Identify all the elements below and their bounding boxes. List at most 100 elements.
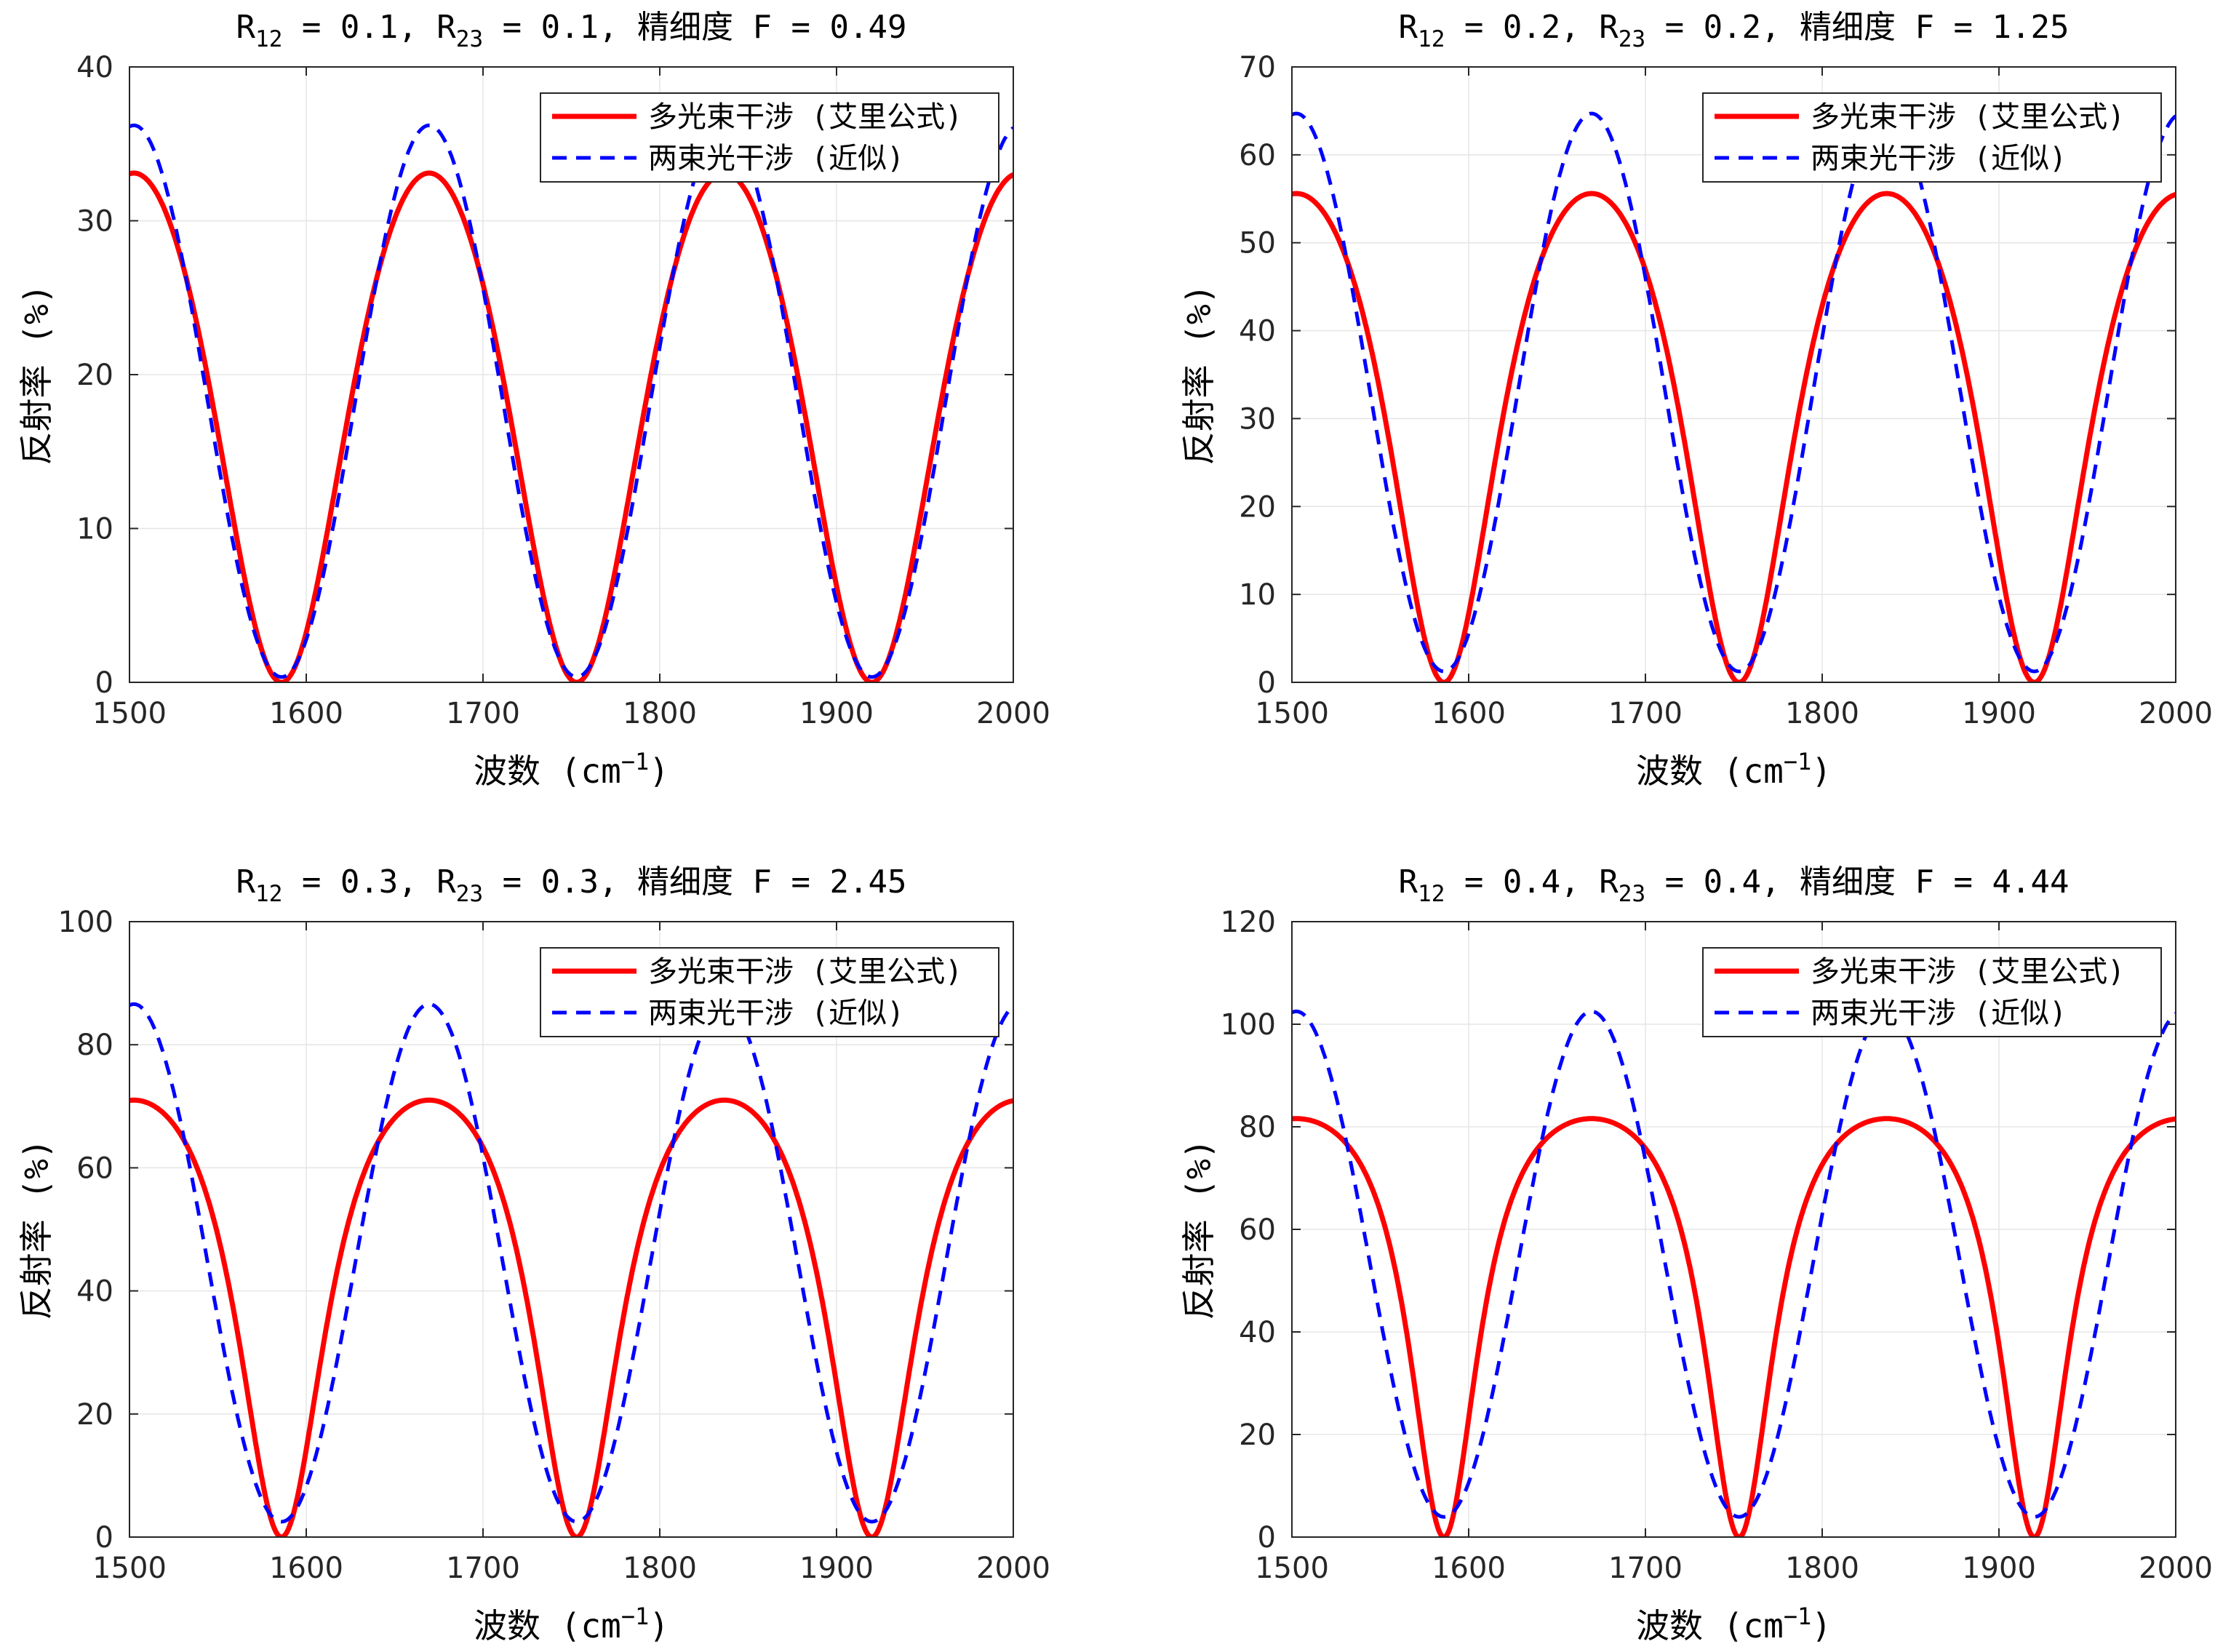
legend-entry-label: 两束光干涉 (近似)	[648, 142, 904, 175]
chart-panel-1: 1500 1600 1700 1800 1900 2000010203040R12 = 0…	[17, 9, 1050, 791]
y-axis-label: 反射率 (%)	[1179, 1139, 1218, 1320]
y-tick-label: 60	[1239, 1213, 1276, 1247]
y-tick-label: 10	[76, 513, 113, 546]
title-subscript: 23	[1619, 881, 1645, 907]
legend: 多光束干涉 (艾里公式) 两束光干涉 (近似)	[540, 93, 999, 182]
legend-entry-label: 多光束干涉 (艾里公式)	[1811, 955, 2125, 989]
chart-panel-2: 1500 1600 1700 1800 1900 2000 0 10 20 30 40 50 60 70 R…	[1179, 9, 2213, 791]
title-subscript: 23	[456, 26, 483, 52]
y-tick-label: 40	[76, 1275, 113, 1309]
title-part: = 0.1, R	[282, 9, 456, 46]
x-tick-label: 1500	[1255, 1552, 1329, 1585]
x-label-main: 波数 (cm	[474, 751, 621, 791]
legend-entry-label: 多光束干涉 (艾里公式)	[648, 100, 962, 134]
x-tick-label: 2000	[2139, 697, 2213, 730]
y-tick-label: 20	[76, 359, 113, 392]
x-axis-label: 波数 (cm−1)	[1636, 1603, 1832, 1645]
y-tick-label: 100	[1221, 1008, 1276, 1042]
legend-entry-label: 两束光干涉 (近似)	[1811, 997, 2067, 1030]
title-part: = 0.2, R	[1445, 9, 1619, 46]
title-subscript: 23	[456, 881, 483, 907]
x-tick-label: 1800	[623, 1552, 697, 1585]
y-tick-label: 0	[1258, 1521, 1276, 1555]
y-tick-label: 20	[1239, 490, 1276, 524]
x-tick-label: 1800	[1785, 697, 1859, 730]
x-tick-label: 1600	[1432, 1552, 1506, 1585]
figure: 1500 1600 1700 1800 1900 2000010203040R12 = 0…	[0, 0, 2215, 1652]
legend-entry-label: 多光束干涉 (艾里公式)	[1811, 100, 2125, 134]
y-tick-label: 0	[1258, 666, 1276, 700]
y-axis-label: 反射率 (%)	[17, 1139, 56, 1320]
x-tick-label: 2000	[2139, 1552, 2213, 1585]
title-subscript: 12	[1418, 26, 1445, 52]
title-part: = 0.2, 精细度 F = 1.25	[1645, 9, 2069, 46]
title-part: = 0.4, 精细度 F = 4.44	[1645, 863, 2069, 901]
chart-panel-3: 1500 1600 1700 1800 1900 2000 0 20 40 60 80 100 R12 …	[17, 863, 1050, 1645]
chart-title: R12 = 0.1, R23 = 0.1, 精细度 F = 0.49	[236, 9, 907, 52]
x-label-main: 波数 (cm	[1636, 1606, 1784, 1645]
x-tick-label: 1900	[799, 1552, 874, 1585]
x-axis-label: 波数 (cm−1)	[474, 748, 669, 791]
x-tick-label: 1700	[1608, 1552, 1683, 1585]
x-label-end: )	[649, 751, 669, 791]
y-tick-label: 30	[76, 205, 113, 239]
x-tick-label: 1900	[799, 697, 874, 730]
title-part: R	[1399, 9, 1418, 46]
y-tick-label: 40	[1239, 1316, 1276, 1349]
x-tick-label: 1700	[446, 1552, 520, 1585]
title-part: = 0.4, R	[1445, 863, 1619, 901]
title-subscript: 12	[255, 881, 282, 907]
y-tick-label: 0	[95, 1521, 113, 1555]
title-subscript: 23	[1619, 26, 1645, 52]
y-tick-label: 100	[58, 906, 113, 939]
y-tick-label: 20	[76, 1398, 113, 1432]
y-tick-label: 70	[1239, 51, 1276, 84]
x-tick-label: 1600	[269, 697, 343, 730]
y-tick-label: 40	[1239, 315, 1276, 348]
legend-entry-label: 两束光干涉 (近似)	[648, 997, 904, 1030]
y-tick-label: 60	[76, 1152, 113, 1185]
x-tick-label: 2000	[976, 697, 1050, 730]
x-label-end: )	[1811, 751, 1832, 791]
x-label-superscript: −1	[621, 748, 650, 775]
x-tick-label: 1600	[1432, 697, 1506, 730]
chart-panel-4: 1500 1600 1700 1800 1900 2000 0 20 40 60 80 100 120 R…	[1179, 863, 2213, 1645]
x-label-superscript: −1	[1784, 1603, 1812, 1630]
y-axis-label: 反射率 (%)	[17, 284, 56, 466]
y-tick-label: 20	[1239, 1418, 1276, 1452]
x-axis-label: 波数 (cm−1)	[474, 1603, 669, 1645]
legend-entry-label: 两束光干涉 (近似)	[1811, 142, 2067, 175]
title-part: = 0.3, R	[282, 863, 456, 901]
x-tick-label: 1800	[623, 697, 697, 730]
chart-title: R12 = 0.2, R23 = 0.2, 精细度 F = 1.25	[1399, 9, 2070, 52]
x-axis-label: 波数 (cm−1)	[1636, 748, 1832, 791]
y-tick-label: 60	[1239, 139, 1276, 172]
x-label-end: )	[1811, 1606, 1832, 1645]
y-tick-label: 50	[1239, 227, 1276, 260]
y-tick-label: 30	[1239, 402, 1276, 436]
legend: 多光束干涉 (艾里公式) 两束光干涉 (近似)	[540, 948, 999, 1037]
y-axis-label: 反射率 (%)	[1179, 284, 1218, 466]
y-tick-label: 10	[1239, 578, 1276, 612]
x-tick-label: 1600	[269, 1552, 343, 1585]
y-tick-label: 40	[76, 51, 113, 84]
x-tick-label: 1900	[1962, 697, 2036, 730]
x-tick-label: 1500	[92, 697, 167, 730]
x-tick-label: 1700	[446, 697, 520, 730]
y-tick-label: 0	[95, 666, 113, 700]
y-tick-label: 80	[76, 1029, 113, 1062]
x-tick-label: 1900	[1962, 1552, 2036, 1585]
x-tick-label: 1700	[1608, 697, 1683, 730]
x-label-superscript: −1	[621, 1603, 650, 1630]
legend: 多光束干涉 (艾里公式) 两束光干涉 (近似)	[1703, 93, 2161, 182]
x-tick-label: 1500	[1255, 697, 1329, 730]
y-tick-label: 120	[1221, 906, 1276, 939]
y-tick-label: 80	[1239, 1111, 1276, 1144]
title-part: R	[236, 9, 256, 46]
x-label-end: )	[649, 1606, 669, 1645]
chart-title: R12 = 0.3, R23 = 0.3, 精细度 F = 2.45	[236, 863, 907, 907]
legend: 多光束干涉 (艾里公式) 两束光干涉 (近似)	[1703, 948, 2161, 1037]
chart-title: R12 = 0.4, R23 = 0.4, 精细度 F = 4.44	[1399, 863, 2070, 907]
title-part: R	[1399, 863, 1418, 901]
title-part: R	[236, 863, 256, 901]
